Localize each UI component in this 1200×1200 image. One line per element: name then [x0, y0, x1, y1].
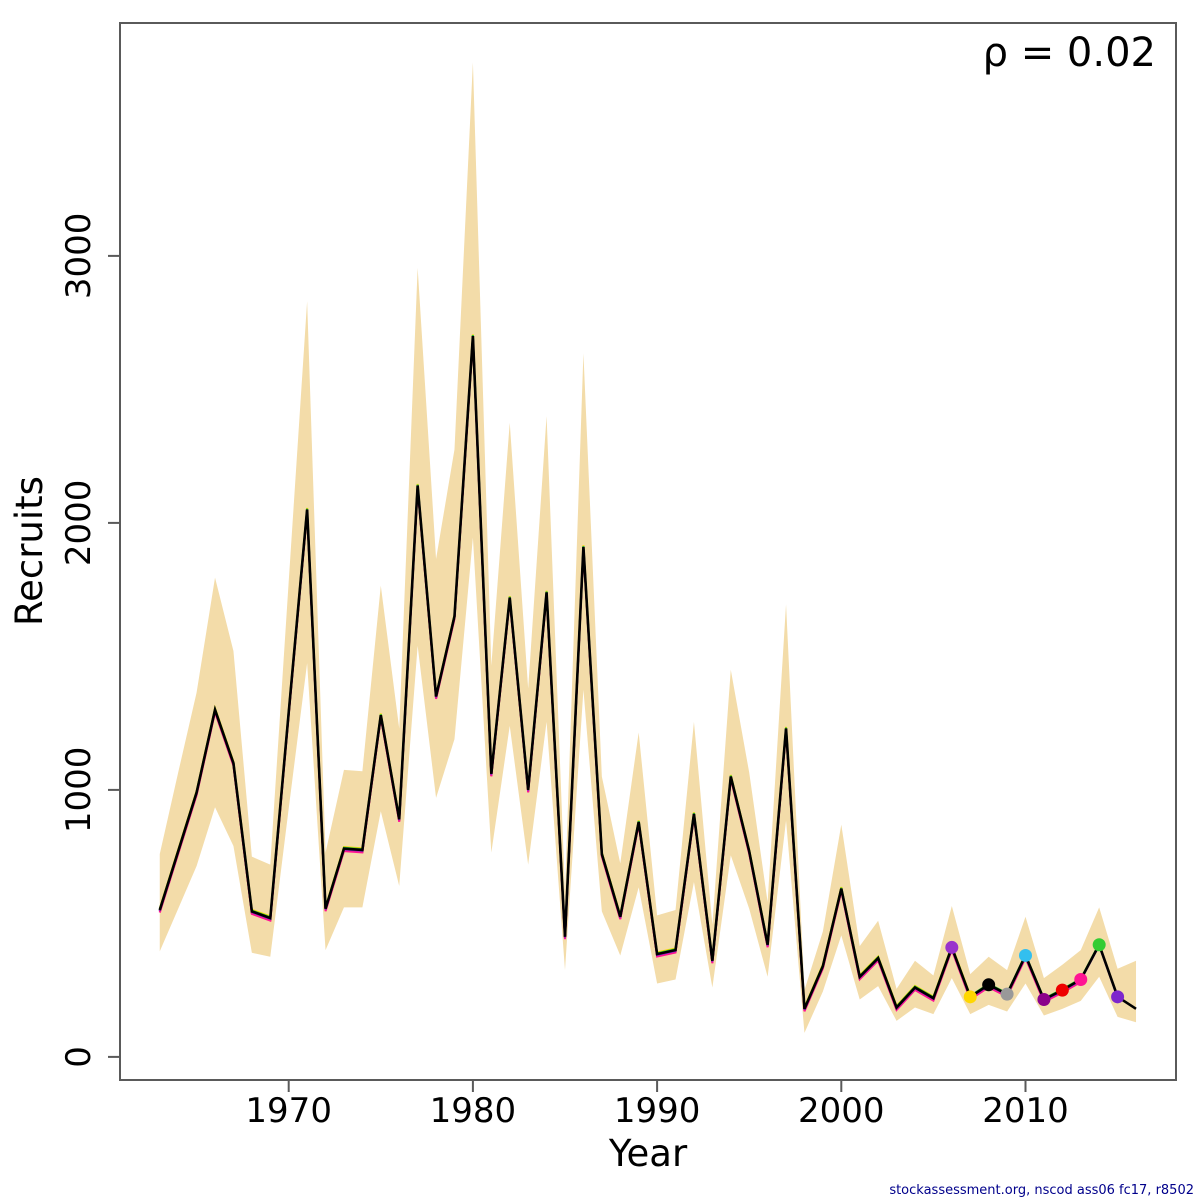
plot-frame [119, 22, 1177, 1081]
watermark-text: stockassessment.org, nscod ass06 fc17, r… [889, 1183, 1194, 1198]
y-axis-title: Recruits [8, 476, 51, 626]
mohn-rho-annotation: ρ = 0.02 [982, 30, 1156, 76]
confidence-band [159, 62, 1137, 1033]
x-axis-title: Year [608, 1132, 688, 1175]
retro-endpoint-2013 [1074, 972, 1088, 986]
y-tick-label-2000: 2000 [59, 480, 99, 567]
retro-endpoint-2008 [982, 978, 996, 992]
retro-endpoint-2015 [1111, 990, 1125, 1004]
y-tick-label-0: 0 [59, 1046, 99, 1068]
x-tick-label-2000: 2000 [798, 1091, 885, 1131]
x-tick-label-1990: 1990 [614, 1091, 701, 1131]
retro-endpoint-2012 [1055, 983, 1069, 997]
retro-endpoint-2009 [1000, 987, 1014, 1001]
retro-endpoint-2010 [1019, 948, 1032, 962]
retro-endpoint-2007 [963, 990, 977, 1004]
retro-endpoint-2011 [1037, 992, 1051, 1006]
x-tick-label-1970: 1970 [245, 1091, 332, 1131]
x-tick-label-1980: 1980 [430, 1091, 517, 1131]
retro-endpoint-2014 [1092, 938, 1106, 952]
y-tick-label-3000: 3000 [59, 213, 99, 300]
y-tick-label-1000: 1000 [59, 747, 99, 834]
x-tick-label-2010: 2010 [982, 1091, 1069, 1131]
retro-endpoint-2006 [945, 940, 959, 954]
